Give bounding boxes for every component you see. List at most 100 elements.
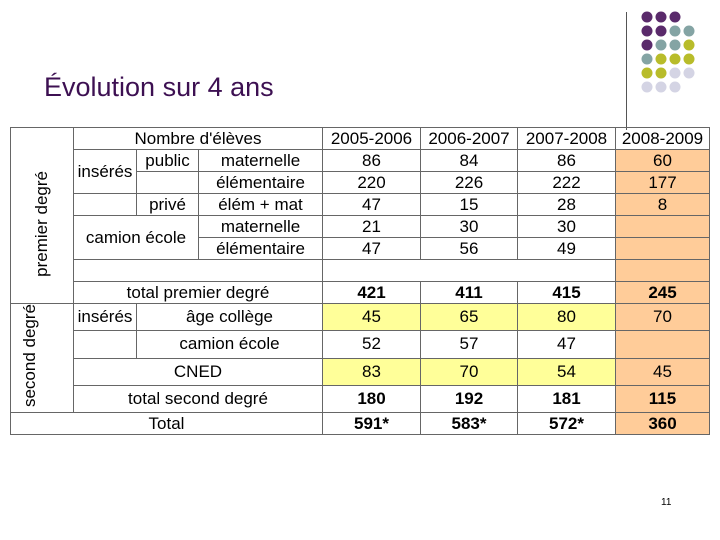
value-cell [615,237,710,260]
decorative-dot [655,11,667,23]
row-label: âge collège [136,302,323,332]
value-cell: 52 [322,330,421,359]
value-cell: 56 [420,237,518,260]
value-cell: 8 [615,193,710,216]
value-cell: 60 [615,149,710,172]
section-second-degre: second degré [10,302,74,414]
row-label: Total [10,412,323,436]
year-header: 2008-2009 [615,127,710,150]
decorative-dot [655,67,667,79]
decorative-dot [641,25,653,37]
row-label: élémentaire [198,171,323,194]
decorative-dot [669,53,681,65]
value-cell: 220 [322,171,421,194]
decorative-dot [669,11,681,23]
table-row: total premier degré 421 411 415 245 [11,281,710,304]
value-cell: 47 [322,237,421,260]
student-table: Nombre d'élèves 2005-2006 2006-2007 2007… [10,127,710,436]
row-label: CNED [73,357,323,386]
value-cell: 70 [615,302,710,332]
value-cell: 86 [322,149,421,172]
table-row: second degré insérés âge collège 45 65 8… [10,302,710,414]
year-header: 2006-2007 [420,127,518,150]
value-cell: 83 [322,357,421,386]
year-header: 2007-2008 [517,127,616,150]
decorative-dot [655,81,667,93]
decorative-divider [626,12,627,130]
table-row: Total 591* 583* 572* 360 [10,412,710,436]
decorative-dot [669,39,681,51]
row-label: maternelle [198,149,323,172]
value-cell: 591* [322,412,421,436]
value-cell: 28 [517,193,616,216]
inseres-label: insérés [73,149,137,194]
table-row: camion école maternelle 21 30 30 [11,215,710,260]
decorative-dot [683,39,695,51]
decorative-dot [683,67,695,79]
value-cell: 245 [615,281,710,304]
decorative-dot [641,39,653,51]
value-cell [615,330,710,359]
value-cell: 47 [517,330,616,359]
slide-number: 11 [661,497,672,508]
value-cell [615,215,710,238]
table-row: privé élém + mat 47 15 28 8 [11,193,710,216]
decorative-dot [655,39,667,51]
corner-cell [10,127,74,150]
empty-cell [73,259,323,282]
decorative-dot [641,11,653,23]
decorative-dot [641,81,653,93]
value-cell: 30 [517,215,616,238]
value-cell: 84 [420,149,518,172]
value-cell: 57 [420,330,518,359]
value-cell: 86 [517,149,616,172]
value-cell: 49 [517,237,616,260]
value-cell: 15 [420,193,518,216]
decorative-dot [655,53,667,65]
value-cell: 572* [517,412,616,436]
decorative-dot [641,53,653,65]
value-cell: 583* [420,412,518,436]
spacer-row [11,259,710,282]
public-label-cont [136,171,199,194]
year-header: 2005-2006 [322,127,421,150]
table-row: total second degré 180 192 181 115 [11,384,710,414]
value-cell: 45 [322,302,421,332]
table-row: CNED 83 70 54 45 [11,357,710,386]
public-label: public [136,149,199,172]
value-cell: 181 [517,384,616,414]
row-label: camion école [136,330,323,359]
value-cell: 360 [615,412,710,436]
table-row: élémentaire 47 56 49 [11,237,710,260]
page-title: Évolution sur 4 ans [44,72,274,102]
value-cell: 54 [517,357,616,386]
value-cell: 70 [420,357,518,386]
value-cell: 226 [420,171,518,194]
section-premier-label: premier degré [32,170,51,277]
value-cell: 21 [322,215,421,238]
empty-cell [73,193,137,216]
decorative-dot [669,81,681,93]
decorative-dot [683,25,695,37]
value-cell: 222 [517,171,616,194]
inseres-label: insérés [73,302,137,332]
row-label: maternelle [198,215,323,238]
row-label: total second degré [73,384,323,414]
value-cell: 115 [615,384,710,414]
decorative-dot [683,53,695,65]
table-row: premier degré insérés public maternelle … [10,149,710,304]
decorative-dot [641,67,653,79]
section-second-label: second degré [20,304,39,408]
section-premier-degre: premier degré [10,149,74,304]
decorative-dot-grid [641,11,695,93]
table-row: élémentaire 220 226 222 177 [11,171,710,194]
value-cell: 45 [615,357,710,386]
value-cell: 192 [420,384,518,414]
row-label: élémentaire [198,237,323,260]
value-cell: 80 [517,302,616,332]
value-cell: 47 [322,193,421,216]
camion-ecole-label: camion école [73,215,199,260]
row-label: total premier degré [73,281,323,304]
table-header-row: Nombre d'élèves 2005-2006 2006-2007 2007… [10,127,710,150]
header-label: Nombre d'élèves [73,127,323,150]
